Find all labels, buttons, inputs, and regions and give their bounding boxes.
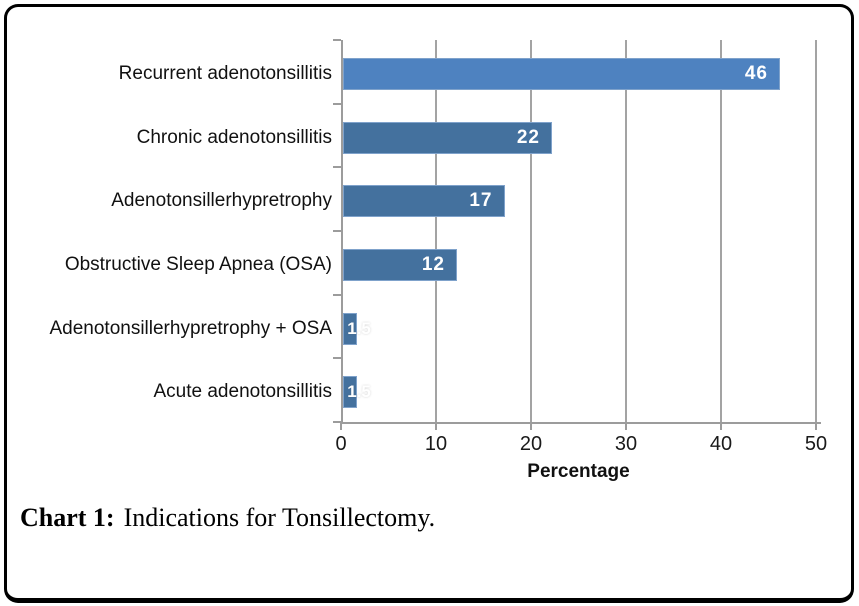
y-tick-mark xyxy=(333,39,341,41)
x-tick-label: 0 xyxy=(335,433,347,455)
gridline xyxy=(625,40,627,422)
category-label: Obstructive Sleep Apnea (OSA) xyxy=(64,253,332,275)
caption-text: Indications for Tonsillectomy. xyxy=(123,503,436,532)
y-axis-line xyxy=(341,40,343,422)
category-label: Chronic adenotonsillitis xyxy=(136,126,332,148)
bar: 12 xyxy=(343,248,457,281)
x-tick-label: 10 xyxy=(424,433,448,455)
y-tick-mark xyxy=(333,357,341,360)
category-label: Acute adenotonsillitis xyxy=(153,381,333,403)
figure-caption: Chart 1: Indications for Tonsillectomy. xyxy=(20,503,435,533)
x-tick-label: 30 xyxy=(614,433,638,455)
x-tick-label: 50 xyxy=(804,433,828,455)
x-tick-mark xyxy=(340,422,342,430)
x-axis-line xyxy=(340,422,821,424)
gridline xyxy=(530,40,532,422)
y-tick-mark xyxy=(333,102,341,105)
bar-value-label: 22 xyxy=(516,126,540,148)
bar: 1.5 xyxy=(343,312,371,345)
bar-value-label: 46 xyxy=(744,62,768,84)
x-tick-label: 20 xyxy=(519,433,543,455)
y-tick-mark xyxy=(333,421,341,423)
y-tick-mark xyxy=(333,166,341,169)
bar: 1.5 xyxy=(343,376,371,409)
bar-value-label: 1.5 xyxy=(347,382,371,402)
x-tick-mark xyxy=(530,422,532,430)
y-tick-mark xyxy=(333,230,341,232)
bar-chart: 0 10 20 30 40 50 46 Recurrent adenotonsillitis 2… xyxy=(49,39,828,455)
bar: 46 xyxy=(343,57,780,90)
gridline xyxy=(815,40,817,422)
bar: 17 xyxy=(343,185,505,218)
x-axis-title: Percentage xyxy=(527,461,630,482)
x-tick-mark xyxy=(625,422,627,430)
y-tick-mark xyxy=(333,293,341,296)
caption-label: Chart 1: xyxy=(20,503,115,532)
gridline xyxy=(720,40,722,422)
bar-value-label: 1.5 xyxy=(347,318,371,338)
bar: 22 xyxy=(343,121,552,154)
gridline xyxy=(435,40,437,422)
x-tick-mark xyxy=(435,422,437,430)
bar-value-label: 12 xyxy=(421,253,445,275)
x-tick-mark xyxy=(815,422,817,430)
bar-value-label: 17 xyxy=(469,190,493,212)
x-tick-label: 40 xyxy=(709,433,733,455)
category-label: Adenotonsillerhypretrophy xyxy=(111,190,332,212)
category-label: Recurrent adenotonsillitis xyxy=(118,62,332,84)
category-label: Adenotonsillerhypretrophy + OSA xyxy=(49,317,332,339)
x-tick-mark xyxy=(720,422,722,430)
